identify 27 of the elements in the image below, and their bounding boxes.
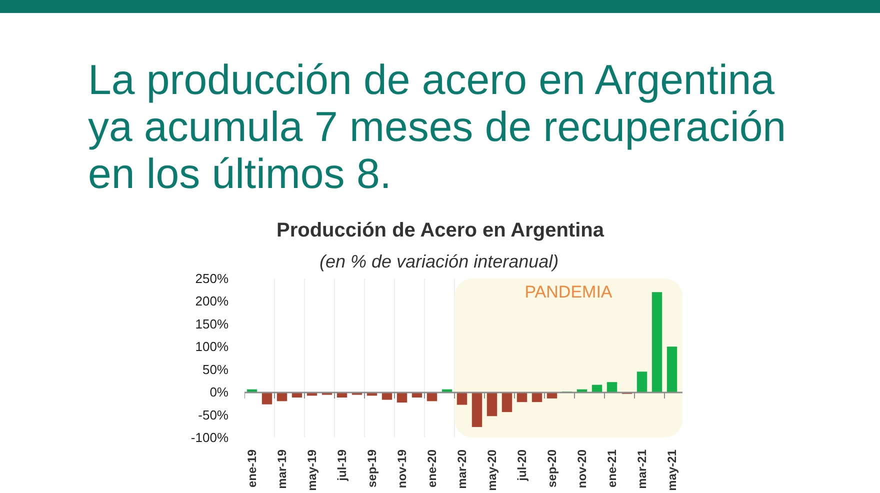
x-tick-label: mar-21 [635,449,649,489]
y-tick-label: 50% [202,362,229,377]
x-tick-label: mar-19 [275,449,289,489]
chart-title: La producción de acero en Argentina ya acumula 7 meses de recuperación en los últimos 8. [87,55,786,197]
x-tick-label: mar-20 [455,449,469,489]
x-tick-label: ene-21 [605,449,619,488]
text: (en % de variación interanual) [320,252,559,272]
y-tick-label: 0% [210,384,229,400]
y-tick-label: 150% [195,316,229,332]
band-label: PANDEMIA [524,282,613,302]
x-tick-label: ene-20 [425,449,439,488]
y-tick-label: 200% [195,294,229,309]
x-tick-label: jul-19 [335,449,349,482]
x-tick-label: nov-19 [395,449,409,488]
x-tick-label: may-19 [305,449,319,491]
y-tick-label: 250% [195,271,229,286]
y-tick-label: 100% [195,339,229,354]
x-tick-label: sep-20 [545,449,559,488]
x-tick-label: sep-19 [365,449,379,488]
chart-subtitle: Producción de Acero en Argentina [276,220,605,242]
x-tick-label: ene-19 [245,449,259,488]
y-tick-label: -100% [190,430,229,445]
x-tick-label: nov-20 [575,449,589,488]
x-tick-label: may-21 [665,449,679,491]
x-tick-label: jul-20 [515,449,529,482]
y-tick-label: -50% [198,407,229,422]
x-tick-label: may-20 [485,449,499,491]
